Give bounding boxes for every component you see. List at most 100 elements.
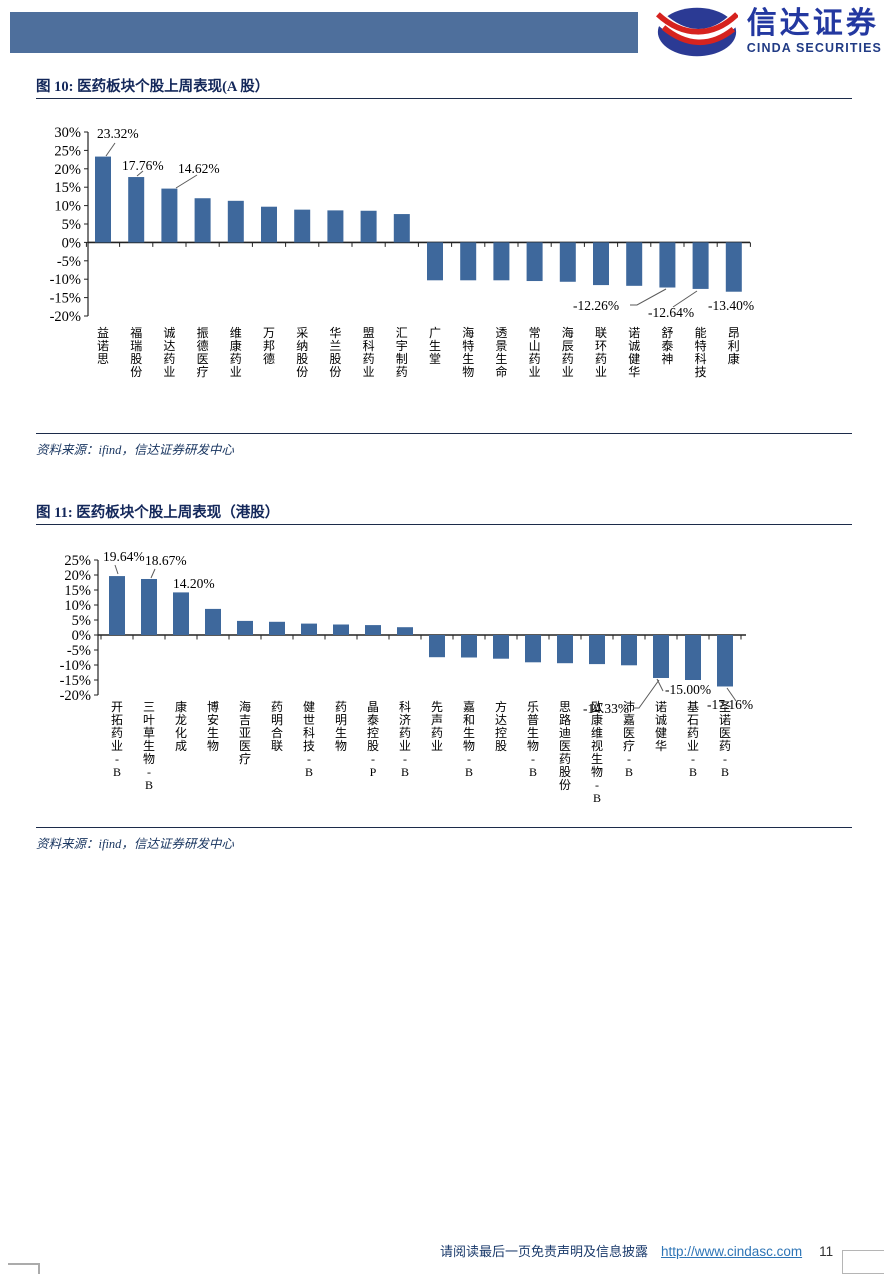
bar bbox=[237, 620, 253, 635]
svg-text:B: B bbox=[305, 765, 313, 779]
bar bbox=[429, 635, 445, 658]
bar bbox=[653, 635, 669, 678]
svg-text:康: 康 bbox=[175, 699, 187, 714]
svg-text:山: 山 bbox=[529, 339, 541, 353]
bar bbox=[227, 200, 244, 243]
svg-text:份: 份 bbox=[329, 365, 341, 379]
bar bbox=[659, 242, 676, 288]
figure-11: 图 11: 医药板块个股上周表现（港股） 25% 20% 15% 10% 5% 0% -5%… bbox=[36, 504, 852, 851]
svg-text:明: 明 bbox=[271, 713, 283, 727]
svg-text:泰: 泰 bbox=[367, 713, 379, 727]
svg-text:生: 生 bbox=[462, 352, 474, 366]
svg-text:药: 药 bbox=[271, 700, 283, 714]
svg-text:诚: 诚 bbox=[655, 713, 667, 727]
x-axis bbox=[85, 241, 751, 247]
svg-text:物: 物 bbox=[591, 765, 603, 779]
svg-text:采: 采 bbox=[296, 326, 308, 340]
data-label: 14.62% bbox=[178, 161, 220, 176]
svg-text:-: - bbox=[531, 752, 535, 766]
bar bbox=[294, 209, 311, 243]
svg-text:业: 业 bbox=[399, 739, 411, 753]
svg-text:科: 科 bbox=[303, 726, 315, 740]
bar bbox=[161, 188, 178, 243]
svg-text:生: 生 bbox=[527, 726, 539, 740]
svg-text:药: 药 bbox=[111, 726, 123, 740]
svg-text:晶: 晶 bbox=[367, 700, 379, 714]
svg-text:邦: 邦 bbox=[263, 339, 275, 353]
svg-text:安: 安 bbox=[207, 712, 219, 727]
footer-link[interactable]: http://www.cindasc.com bbox=[661, 1244, 803, 1259]
svg-text:-: - bbox=[115, 752, 119, 766]
svg-text:药: 药 bbox=[559, 752, 571, 766]
svg-text:常: 常 bbox=[529, 326, 541, 340]
svg-text:份: 份 bbox=[296, 365, 308, 379]
svg-text:B: B bbox=[689, 765, 697, 779]
svg-text:医: 医 bbox=[239, 739, 251, 753]
divider bbox=[36, 827, 852, 828]
bar bbox=[493, 242, 510, 281]
bar bbox=[269, 621, 285, 635]
svg-text:物: 物 bbox=[335, 739, 347, 753]
svg-text:龙: 龙 bbox=[175, 713, 187, 727]
svg-text:业: 业 bbox=[562, 365, 574, 379]
figure-10: 图 10: 医药板块个股上周表现(A 股） 30% 25% 20% 15% 10% 5% 0… bbox=[36, 78, 852, 457]
svg-text:-: - bbox=[595, 778, 599, 792]
category-label: 万邦德 bbox=[263, 326, 275, 366]
svg-text:沛: 沛 bbox=[623, 700, 635, 714]
brand-name-cn: 信达证券 bbox=[746, 7, 879, 41]
bar bbox=[301, 623, 317, 635]
bar bbox=[725, 242, 742, 292]
svg-text:视: 视 bbox=[591, 738, 603, 753]
footer-disclaimer: 请阅读最后一页免责声明及信息披露 bbox=[440, 1244, 649, 1259]
svg-text:海: 海 bbox=[239, 699, 251, 714]
svg-text:广: 广 bbox=[429, 326, 441, 340]
svg-text:达: 达 bbox=[495, 713, 507, 727]
y-tick-label: -10% bbox=[50, 272, 81, 288]
svg-text:华: 华 bbox=[655, 739, 667, 753]
bar bbox=[621, 635, 637, 666]
page-number: 11 bbox=[819, 1244, 834, 1259]
svg-text:药: 药 bbox=[230, 352, 242, 366]
svg-text:生: 生 bbox=[207, 726, 219, 740]
bar bbox=[526, 242, 543, 282]
svg-text:健: 健 bbox=[628, 352, 640, 366]
svg-text:化: 化 bbox=[175, 726, 187, 740]
category-label: 广生堂 bbox=[429, 326, 441, 366]
svg-text:路: 路 bbox=[559, 712, 571, 727]
svg-text:物: 物 bbox=[527, 739, 539, 753]
svg-text:德: 德 bbox=[197, 338, 209, 353]
bar bbox=[593, 242, 609, 286]
svg-text:和: 和 bbox=[463, 713, 475, 727]
svg-text:先: 先 bbox=[431, 700, 443, 714]
data-label: 14.20% bbox=[173, 576, 215, 591]
svg-text:生: 生 bbox=[335, 726, 347, 740]
svg-text:福: 福 bbox=[130, 325, 142, 340]
report-content: 图 10: 医药板块个股上周表现(A 股） 30% 25% 20% 15% 10% 5% 0… bbox=[36, 78, 852, 851]
svg-text:透: 透 bbox=[495, 326, 507, 340]
svg-text:疗: 疗 bbox=[239, 752, 251, 766]
svg-text:海: 海 bbox=[562, 325, 574, 340]
category-label: 益诺思 bbox=[97, 326, 109, 366]
cinda-logo-icon bbox=[655, 7, 738, 57]
svg-text:维: 维 bbox=[591, 726, 603, 740]
data-label: 18.67% bbox=[145, 553, 187, 568]
svg-text:诺: 诺 bbox=[97, 339, 109, 353]
svg-text:诺: 诺 bbox=[719, 713, 731, 727]
svg-text:欧: 欧 bbox=[591, 700, 603, 714]
bar bbox=[360, 210, 377, 243]
bar bbox=[173, 592, 189, 635]
svg-text:拓: 拓 bbox=[111, 713, 123, 727]
data-label: -15.00% bbox=[665, 682, 711, 697]
svg-text:业: 业 bbox=[529, 365, 541, 379]
